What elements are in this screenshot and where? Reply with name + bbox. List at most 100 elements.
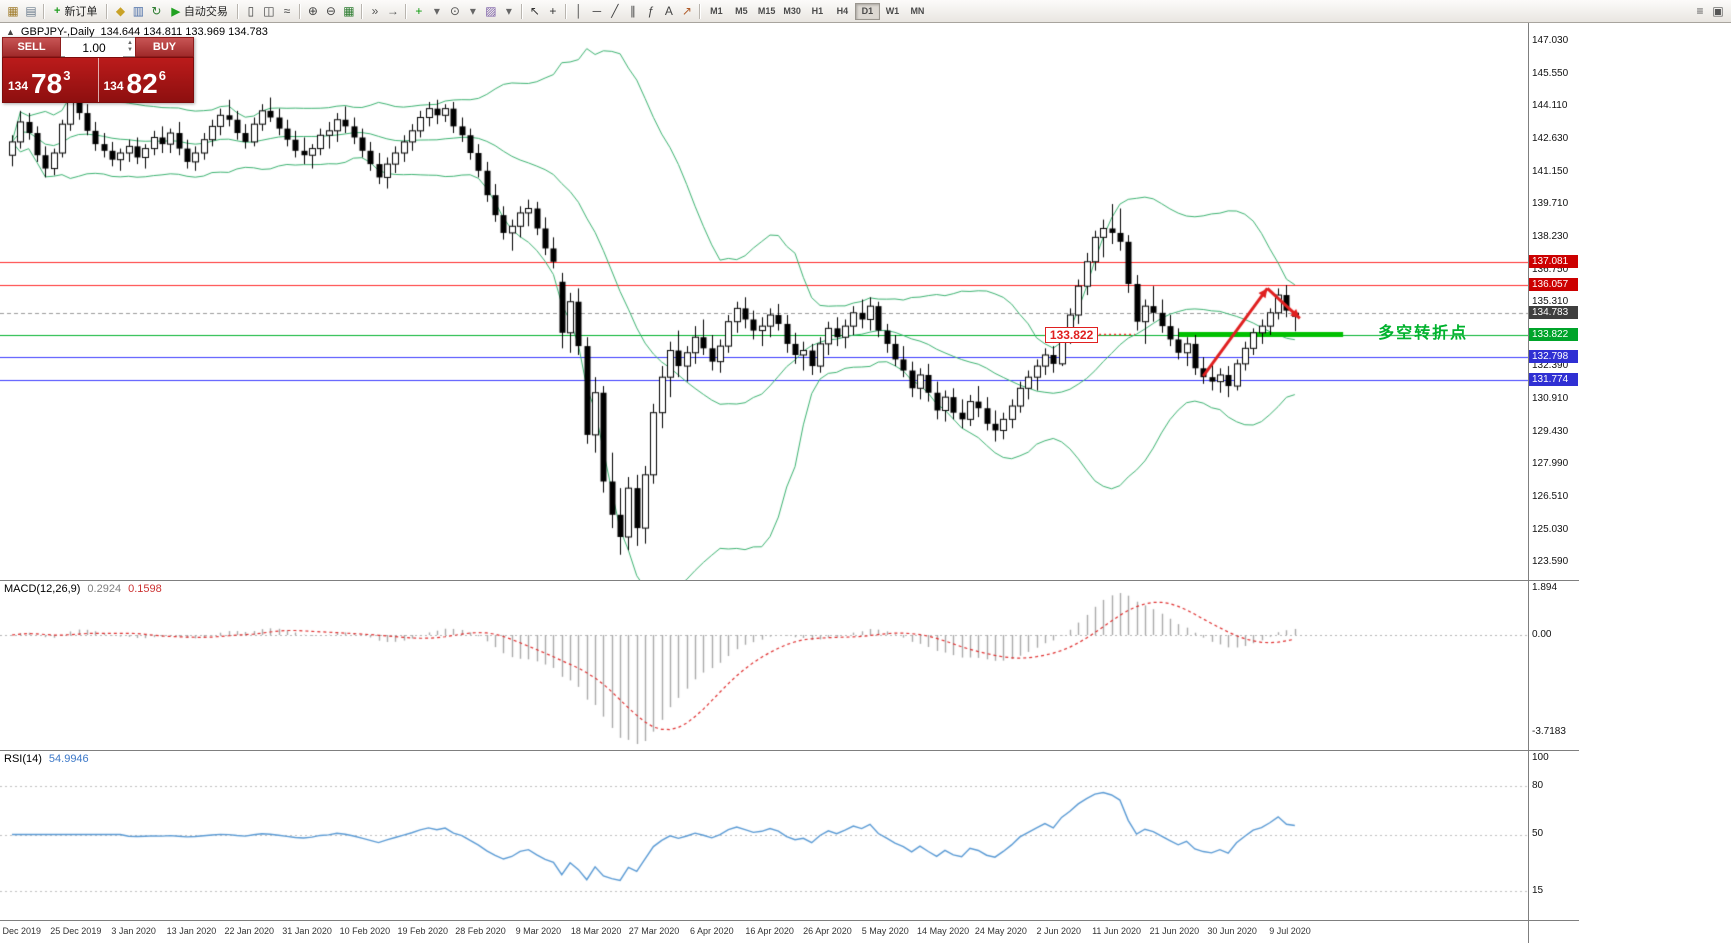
buy-button[interactable]: BUY xyxy=(135,37,194,57)
price-axis-label: 145.550 xyxy=(1532,68,1569,80)
timeframe-MN-button[interactable]: MN xyxy=(905,3,930,20)
bid-ask-panel: 134 78 3 134 82 6 xyxy=(2,57,194,103)
periods-dropdown-icon[interactable]: ▾ xyxy=(469,4,476,18)
macd-canvas[interactable] xyxy=(0,580,1528,750)
price-tag: 136.057 xyxy=(1529,277,1578,291)
text-tool-icon[interactable]: A xyxy=(664,4,673,18)
bars-chart-type-icon[interactable]: ▯ xyxy=(247,4,255,18)
lot-up-icon[interactable]: ▲ xyxy=(127,40,133,46)
timeframe-M15-button[interactable]: M15 xyxy=(754,3,780,20)
candlestick-chart-type-icon[interactable]: ◫ xyxy=(263,4,275,18)
date-axis-label: 9 Jul 2020 xyxy=(1269,926,1311,937)
timeframe-H4-button[interactable]: H4 xyxy=(830,3,855,20)
tile-windows-icon[interactable]: ▦ xyxy=(343,4,355,18)
fibonacci-tool-icon[interactable]: ƒ xyxy=(647,4,655,18)
ask-pip-digit: 6 xyxy=(158,68,166,83)
one-click-trading-panel: SELL ▲ ▼ BUY 134 78 xyxy=(2,37,194,103)
new-order-button-label: 新订单 xyxy=(64,6,98,18)
timeframe-H1-button[interactable]: H1 xyxy=(805,3,830,20)
rsi-axis-label: 100 xyxy=(1532,751,1549,763)
date-axis-label: 19 Feb 2020 xyxy=(397,926,448,937)
rsi-pane: RSI(14) 54.9946 xyxy=(0,749,1528,921)
macd-label-row: MACD(12,26,9) 0.2924 0.1598 xyxy=(4,583,162,595)
price-axis-label: 130.910 xyxy=(1532,393,1569,405)
price-axis-rsi[interactable]: 100 80 50 15 xyxy=(1529,749,1579,920)
toolbar-menu-icon[interactable]: ≡ xyxy=(1696,4,1704,18)
market-watch-icon[interactable]: ◆ xyxy=(115,4,126,18)
indicators-dropdown-icon[interactable]: ▾ xyxy=(433,4,440,18)
price-axis-label: 138.230 xyxy=(1532,230,1569,242)
date-axis-label: 5 Dec 2019 xyxy=(0,926,42,937)
templates-icon[interactable]: ▨ xyxy=(485,4,497,18)
date-axis-label: 18 Mar 2020 xyxy=(570,926,622,937)
channel-tool-icon[interactable]: ∥ xyxy=(629,4,636,18)
timeframe-M30-button[interactable]: M30 xyxy=(779,3,805,20)
turning-point-text[interactable]: 多空转折点 xyxy=(1378,324,1469,342)
toolbar-separator xyxy=(698,3,701,19)
chart-plot-column: ▲ GBPJPY-,Daily 134.644 134.811 133.969 … xyxy=(0,23,1528,943)
macd-axis-label: -3.7183 xyxy=(1532,725,1566,737)
date-axis-label: 16 Apr 2020 xyxy=(745,926,794,937)
zoom-out-icon[interactable]: ⊖ xyxy=(325,4,336,18)
timeframe-W1-button[interactable]: W1 xyxy=(880,3,905,20)
line-chart-type-icon[interactable]: ≈ xyxy=(283,4,291,18)
ask-price[interactable]: 134 82 6 xyxy=(99,58,194,102)
price-axis-label: 144.110 xyxy=(1532,100,1568,112)
price-label-annotation[interactable]: 133.822 xyxy=(1044,326,1099,343)
price-axis-label: 129.430 xyxy=(1532,426,1569,437)
chart-symbol-label: GBPJPY-,Daily xyxy=(20,26,95,38)
new-chart-icon[interactable]: ▦ xyxy=(7,4,19,18)
new-order-button[interactable]: + 新订单 xyxy=(48,2,103,20)
lot-size-input[interactable] xyxy=(65,39,123,57)
rsi-indicator-name: RSI(14) xyxy=(4,752,42,765)
main-pane: ▲ GBPJPY-,Daily 134.644 134.811 133.969 … xyxy=(0,23,1528,580)
ask-big-digits: 82 xyxy=(126,68,158,99)
zoom-in-icon[interactable]: ⊕ xyxy=(307,4,318,18)
autotrading-button-label: 自动交易 xyxy=(183,6,228,18)
price-tag: 137.081 xyxy=(1529,255,1578,269)
window-controls-icon[interactable]: ▣ xyxy=(1712,4,1724,18)
toolbar-separator xyxy=(404,3,407,19)
date-axis-label: 3 Jan 2020 xyxy=(111,926,156,937)
horizontal-line-tool-icon[interactable]: ─ xyxy=(592,4,602,18)
autotrading-button[interactable]: ▶ 自动交易 xyxy=(165,2,233,20)
axis-corner xyxy=(1529,920,1579,943)
sell-button[interactable]: SELL xyxy=(2,37,61,57)
lot-down-icon[interactable]: ▼ xyxy=(127,47,133,53)
timeframe-M1-button[interactable]: M1 xyxy=(704,3,729,20)
bid-price[interactable]: 134 78 3 xyxy=(3,58,99,102)
price-axis-main[interactable]: 147.030 145.550 144.110 142.630 141.150 139.7… xyxy=(1529,23,1579,580)
indicators-icon[interactable]: + xyxy=(415,4,423,18)
templates-dropdown-icon[interactable]: ▾ xyxy=(505,4,512,18)
price-axis-column: 147.030 145.550 144.110 142.630 141.150 139.7… xyxy=(1528,23,1579,943)
rsi-value: 54.9946 xyxy=(48,752,89,765)
rsi-canvas[interactable] xyxy=(0,750,1528,920)
arrow-tool-icon[interactable]: ↗ xyxy=(681,4,692,18)
lot-spinner[interactable]: ▲ ▼ xyxy=(127,39,133,55)
cursor-icon[interactable]: ↖ xyxy=(529,4,540,18)
data-window-icon[interactable]: ▥ xyxy=(132,4,145,18)
price-axis-macd[interactable]: 1.894 0.00 -3.7183 xyxy=(1529,579,1579,750)
chart-shift-icon[interactable]: → xyxy=(386,4,399,18)
date-axis-label: 25 Dec 2019 xyxy=(50,926,102,937)
main-chart-canvas[interactable] xyxy=(0,23,1528,580)
crosshair-icon[interactable]: + xyxy=(549,4,557,18)
date-axis-label: 22 Jan 2020 xyxy=(224,926,275,937)
chart-profiles-icon[interactable]: ▤ xyxy=(25,4,37,18)
timeframe-M5-button[interactable]: M5 xyxy=(729,3,754,20)
price-tag: 133.822 xyxy=(1529,327,1578,341)
new-order-button-icon: + xyxy=(54,5,61,17)
timeframe-D1-button[interactable]: D1 xyxy=(854,2,880,20)
periods-icon[interactable]: ⊙ xyxy=(449,4,460,18)
date-axis[interactable]: 5 Dec 2019 25 Dec 2019 3 Jan 2020 13 Jan 20… xyxy=(0,920,1528,943)
trendline-tool-icon[interactable]: ╱ xyxy=(611,4,619,18)
autotrading-button-icon: ▶ xyxy=(171,5,180,18)
date-axis-label: 6 Apr 2020 xyxy=(690,926,734,937)
refresh-icon[interactable]: ↻ xyxy=(151,4,162,18)
date-axis-label: 24 May 2020 xyxy=(974,926,1027,937)
toolbar: ▦ ▤ + 新订单 ◆ ▥ ↻ ▶ 自动交易 ▯ ◫ ≈ ⊕ ⊖ ▦» → + ▾ ⊙ ▾ ▨ ▾ ↖ + │ ─ ╱ ∥ ƒ A ↗ M1 M… xyxy=(0,0,1731,23)
toolbar-separator xyxy=(236,3,239,19)
auto-scroll-icon[interactable]: » xyxy=(371,4,379,18)
vertical-line-tool-icon[interactable]: │ xyxy=(575,4,583,18)
one-click-toggle[interactable]: ▲ xyxy=(6,27,15,37)
